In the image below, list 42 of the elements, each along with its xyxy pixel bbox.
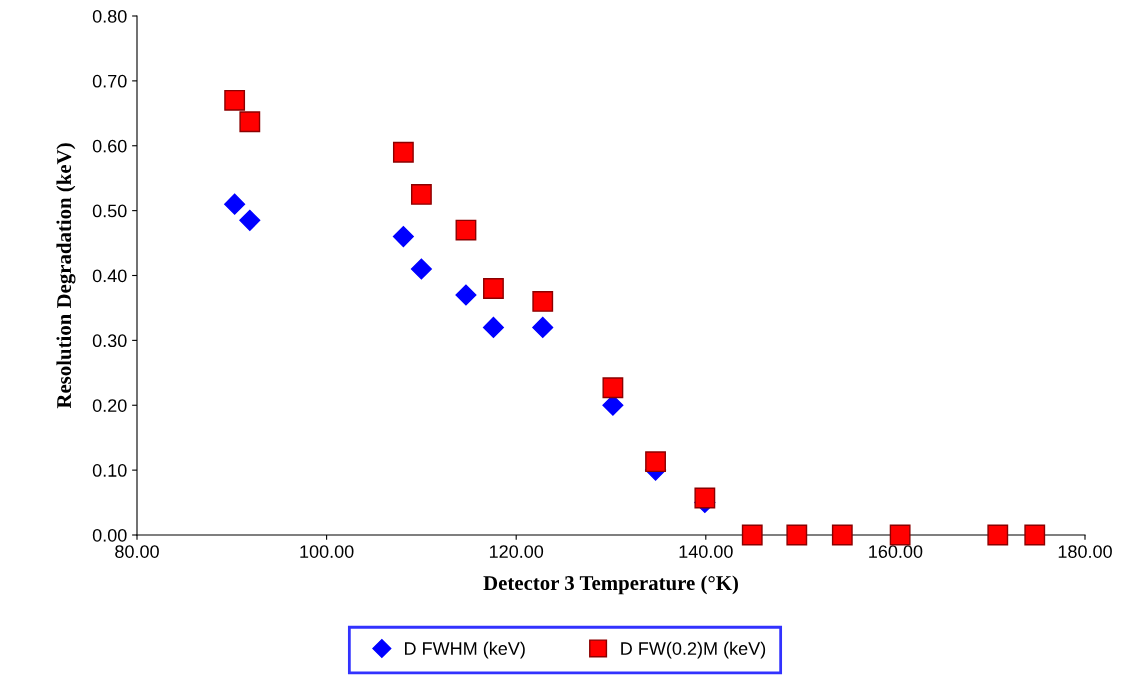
point <box>532 291 554 312</box>
y-tick-label: 0.70 <box>92 74 127 88</box>
y-tick-label: 0.00 <box>92 528 127 542</box>
point <box>694 487 716 509</box>
y-tick-label: 0.30 <box>92 334 127 348</box>
point <box>786 524 808 546</box>
y-tick-label: 0.10 <box>92 464 127 477</box>
point <box>831 524 853 546</box>
point <box>392 141 414 163</box>
point <box>482 316 504 338</box>
y-tick-label: 0.40 <box>92 269 127 283</box>
legend-label: D FW(0.2)M (keV) <box>621 641 766 659</box>
y-tick-label: 0.20 <box>92 399 127 412</box>
point <box>239 209 261 231</box>
x-tick-label: 100.00 <box>300 545 354 558</box>
point <box>532 316 554 338</box>
x-tick-label: 120.00 <box>489 545 544 558</box>
point <box>410 183 432 205</box>
point <box>602 377 624 399</box>
point <box>741 524 763 546</box>
point <box>224 193 246 215</box>
point <box>224 89 246 111</box>
y-axis-title: Resolution Degradation (keV) <box>56 143 76 409</box>
y-tick-label: 0.50 <box>92 204 127 218</box>
point <box>239 111 261 133</box>
point <box>410 258 432 280</box>
x-axis-title: Detector 3 Temperature (°K) <box>483 575 738 595</box>
legend-label: D FWHM (keV) <box>405 641 525 659</box>
x-tick-label: 80.00 <box>115 545 159 558</box>
point <box>1024 524 1046 546</box>
point <box>483 278 504 299</box>
y-tick-label: 0.60 <box>92 139 127 153</box>
point <box>455 219 477 241</box>
point <box>987 524 1009 546</box>
point <box>455 284 477 306</box>
x-tick-label: 180.00 <box>1058 545 1112 558</box>
point <box>645 451 666 473</box>
y-tick-label: 0.80 <box>92 9 127 23</box>
x-tick-label: 140.00 <box>679 545 733 558</box>
point <box>889 524 911 546</box>
x-tick-label: 160.00 <box>869 545 923 558</box>
point <box>392 226 414 248</box>
